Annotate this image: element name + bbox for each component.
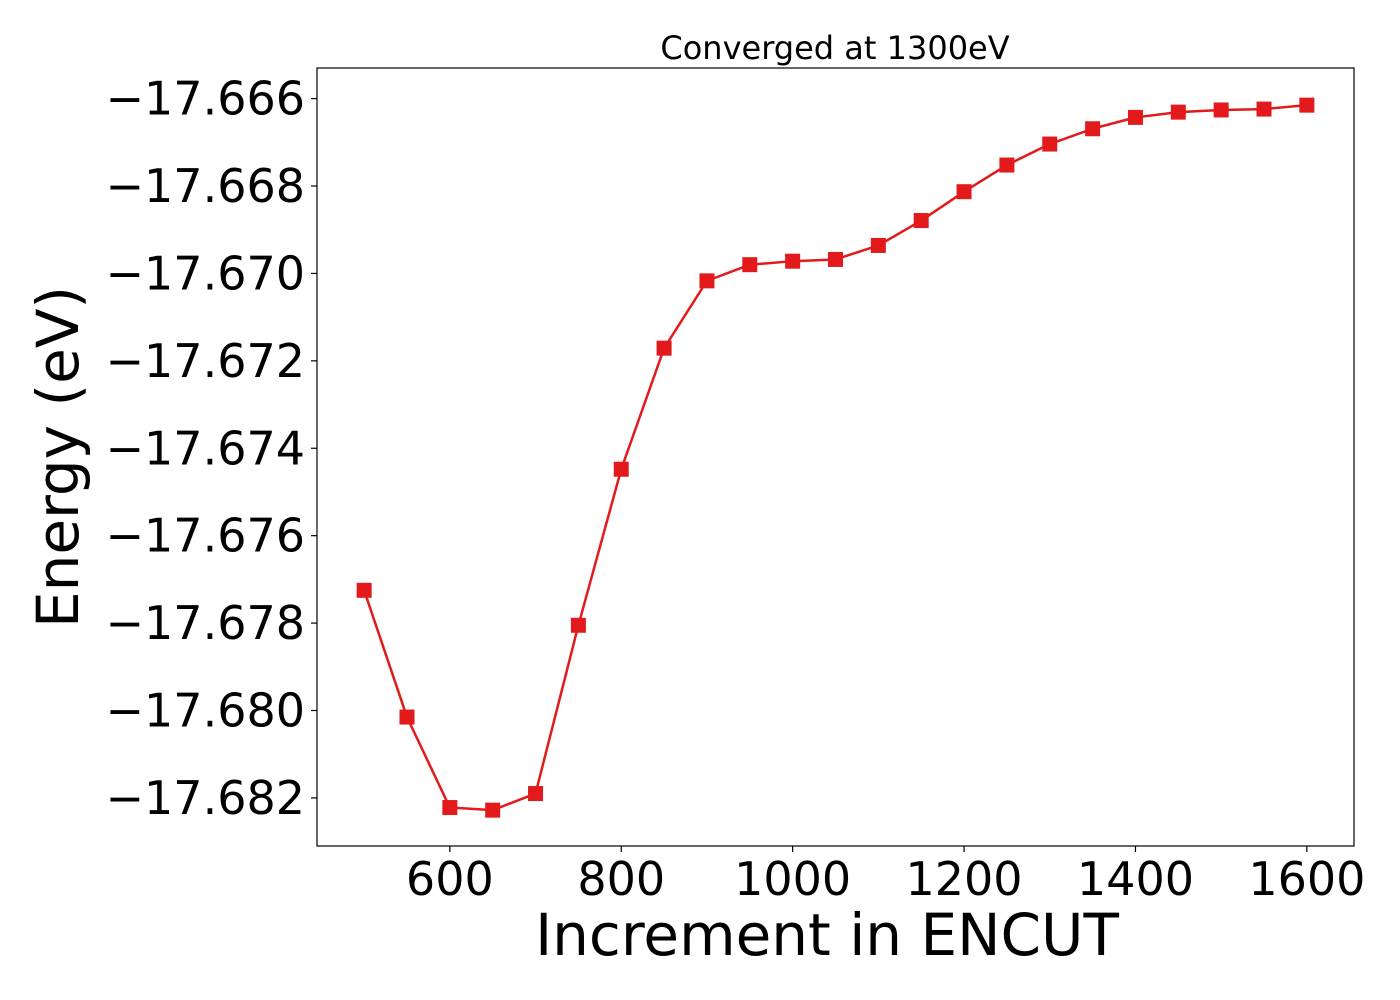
- data-point-marker: [699, 273, 715, 289]
- data-point-marker: [870, 237, 886, 253]
- data-point-marker: [399, 709, 415, 725]
- data-point-marker: [913, 213, 929, 229]
- y-tick-label: −17.678: [106, 596, 306, 650]
- x-tick-label: 1000: [734, 852, 851, 906]
- y-tick-label: −17.670: [106, 246, 306, 300]
- y-tick-label: −17.682: [106, 771, 306, 825]
- data-point-marker: [1213, 102, 1229, 118]
- x-axis-label: Increment in ENCUT: [535, 901, 1119, 969]
- y-tick-label: −17.672: [106, 334, 306, 388]
- data-point-marker: [1170, 104, 1186, 120]
- x-tick-label: 1200: [906, 852, 1023, 906]
- y-axis-label: Energy (eV): [24, 286, 92, 628]
- data-point-marker: [999, 157, 1015, 173]
- data-point-marker: [356, 582, 372, 598]
- y-tick-label: −17.676: [106, 509, 306, 563]
- data-point-marker: [956, 184, 972, 200]
- x-tick-label: 1600: [1248, 852, 1365, 906]
- data-point-marker: [785, 253, 801, 269]
- x-tick-label: 800: [577, 852, 665, 906]
- y-tick-label: −17.674: [106, 421, 306, 475]
- data-point-marker: [828, 251, 843, 267]
- y-tick-label: −17.666: [106, 72, 306, 126]
- y-tick-label: −17.668: [106, 159, 306, 213]
- data-point-marker: [1299, 97, 1315, 113]
- axis-ticks: 600 800 1000 1200 1400 1600 −17.666 −17.668 −17.…: [106, 72, 1366, 906]
- y-tick-label: −17.680: [106, 684, 306, 738]
- chart-title: Converged at 1300eV: [660, 29, 1009, 67]
- x-tick-label: 600: [406, 852, 494, 906]
- x-tick-label: 1400: [1077, 852, 1194, 906]
- data-point-marker: [570, 617, 586, 633]
- data-point-marker: [742, 257, 758, 273]
- data-point-marker: [656, 340, 672, 356]
- data-point-marker: [442, 800, 458, 816]
- plot-area-frame: [316, 67, 1355, 847]
- data-point-marker: [1127, 109, 1143, 125]
- data-point-marker: [1085, 121, 1101, 137]
- data-point-marker: [1042, 136, 1058, 152]
- data-point-marker: [613, 461, 629, 477]
- data-series: [356, 97, 1315, 818]
- series-line: [362, 103, 1307, 812]
- data-point-marker: [485, 802, 501, 818]
- data-point-marker: [1256, 101, 1272, 117]
- data-point-marker: [528, 786, 544, 802]
